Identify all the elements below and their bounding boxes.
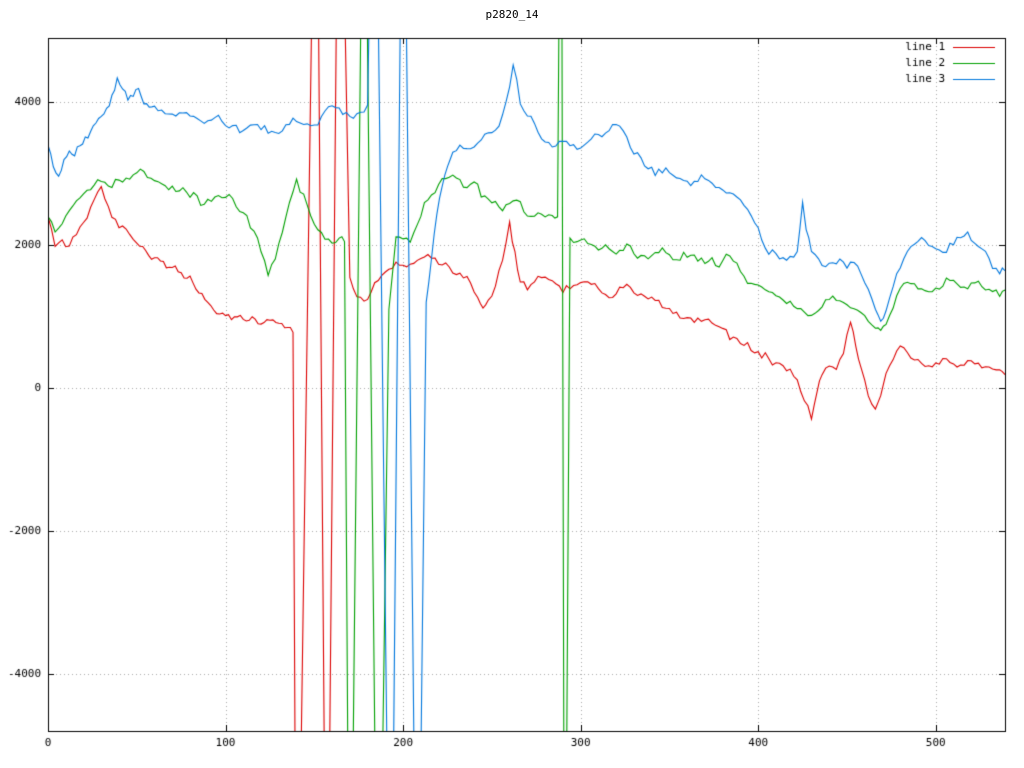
chart-title: p2820_14: [485, 8, 539, 21]
